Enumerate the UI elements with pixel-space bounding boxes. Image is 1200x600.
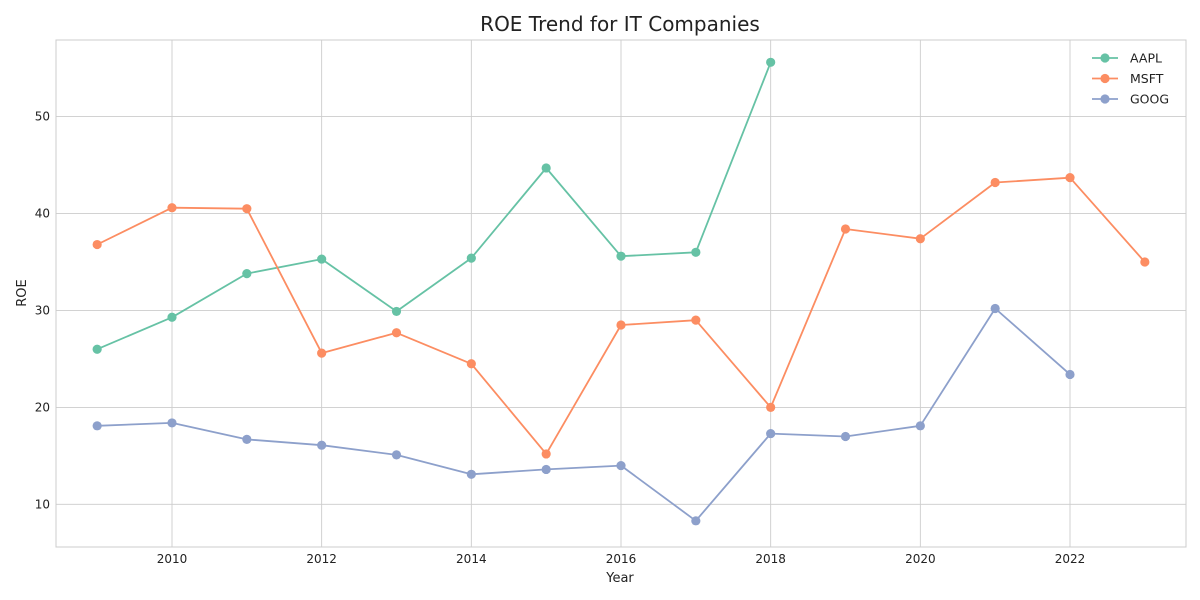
plot-frame [55,39,1187,548]
x-tick-label: 2020 [905,552,936,566]
x-tick-label: 2022 [1055,552,1086,566]
x-tick-label: 2016 [606,552,637,566]
data-point-aapl [691,247,701,257]
legend-entry-msft: MSFT [1092,71,1164,86]
data-point-msft [990,177,1000,188]
data-point-goog [242,434,252,444]
data-point-goog [915,421,925,431]
data-point-msft [616,320,626,330]
data-point-aapl [242,269,252,279]
legend-label: MSFT [1130,71,1164,86]
data-point-msft [391,328,402,338]
data-point-goog [990,303,1000,314]
data-point-msft [691,315,701,325]
series-line-goog [97,307,1071,522]
data-point-msft [541,449,551,459]
legend-label: GOOG [1130,92,1169,107]
data-point-goog [167,418,177,428]
legend-entry-goog: GOOG [1092,92,1169,107]
data-point-msft [840,224,851,234]
grid-lines [55,39,1187,548]
data-point-goog [541,464,551,475]
y-tick-label: 50 [35,110,50,124]
x-tick-label: 2012 [306,552,337,566]
data-point-aapl [466,253,476,263]
data-point-msft [915,234,925,244]
y-tick-label: 40 [35,207,50,221]
series-goog [92,303,1075,526]
data-point-msft [317,348,327,358]
tick-labels: 2010 2012 2014 2016 2018 2020 2022 10 20 30 40 50 [35,110,1086,566]
data-point-goog [691,516,701,526]
series-line-aapl [96,61,772,351]
legend-entry-aapl: AAPL [1092,51,1162,66]
data-point-goog [616,460,626,471]
data-point-goog [391,450,402,460]
data-point-goog [766,428,776,439]
data-point-aapl [391,306,402,317]
data-point-msft [167,203,177,213]
x-axis-label: Year [605,571,634,586]
series-msft [92,173,1150,459]
data-point-msft [466,359,476,369]
data-point-aapl [541,163,551,173]
y-tick-label: 20 [35,400,50,414]
data-point-aapl [616,251,626,261]
legend-marker [1100,53,1110,63]
legend-marker [1100,94,1110,104]
y-axis-label: ROE [15,279,30,306]
data-point-aapl [92,344,102,354]
data-point-msft [766,402,776,413]
series-aapl [92,57,776,354]
x-tick-label: 2010 [157,552,188,566]
data-series [92,57,1150,526]
data-point-goog [92,421,102,431]
data-point-goog [1065,369,1075,380]
data-point-msft [92,239,102,250]
y-tick-label: 30 [35,303,50,317]
data-point-goog [317,440,327,450]
data-point-aapl [167,312,177,322]
chart-title: ROE Trend for IT Companies [480,12,760,36]
data-point-msft [242,204,252,214]
legend: AAPL MSFT GOOG [1092,51,1169,107]
x-tick-label: 2014 [456,552,487,566]
data-point-goog [840,431,851,442]
data-point-msft [1065,173,1075,183]
y-tick-label: 10 [35,497,50,511]
data-point-msft [1140,257,1150,267]
legend-label: AAPL [1130,51,1162,66]
legend-marker [1100,73,1110,84]
data-point-aapl [317,254,327,264]
x-tick-label: 2018 [755,552,786,566]
data-point-aapl [766,57,776,67]
data-point-goog [466,469,476,479]
